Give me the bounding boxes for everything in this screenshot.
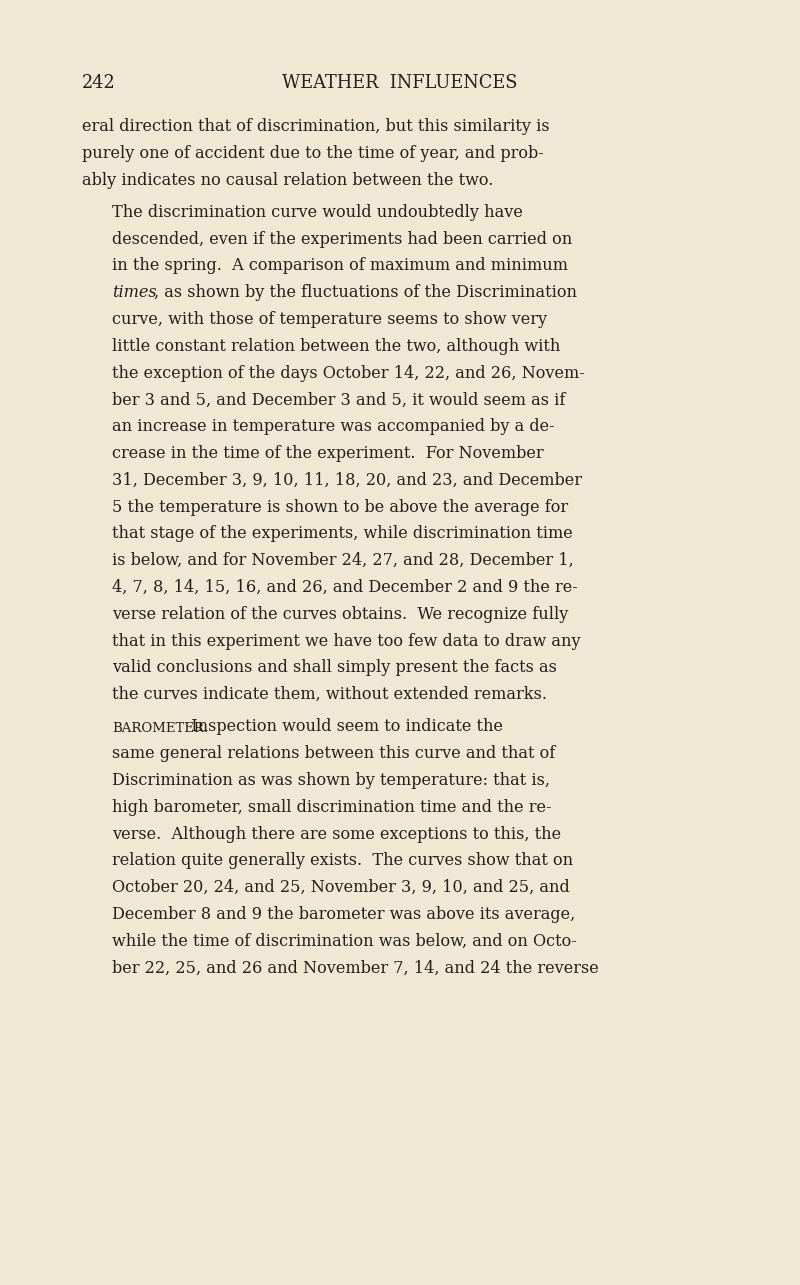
Text: The discrimination curve would undoubtedly have: The discrimination curve would undoubted… (112, 204, 523, 221)
Text: high barometer, small discrimination time and the re-: high barometer, small discrimination tim… (112, 799, 551, 816)
Text: eral direction that of discrimination, but this similarity is: eral direction that of discrimination, b… (82, 118, 550, 135)
Text: in the spring.  A comparison of maximum and minimum: in the spring. A comparison of maximum a… (112, 257, 568, 275)
Text: little constant relation between the two, although with: little constant relation between the two… (112, 338, 560, 355)
Text: , as shown by the fluctuations of the Discrimination: , as shown by the fluctuations of the Di… (154, 284, 577, 301)
Text: 31, December 3, 9, 10, 11, 18, 20, and 23, and December: 31, December 3, 9, 10, 11, 18, 20, and 2… (112, 472, 582, 488)
Text: BAROMETER.: BAROMETER. (112, 722, 208, 735)
Text: an increase in temperature was accompanied by a de-: an increase in temperature was accompani… (112, 418, 554, 436)
Text: that stage of the experiments, while discrimination time: that stage of the experiments, while dis… (112, 526, 573, 542)
Text: verse.  Although there are some exceptions to this, the: verse. Although there are some exception… (112, 825, 561, 843)
Text: purely one of accident due to the time of year, and prob-: purely one of accident due to the time o… (82, 145, 544, 162)
Text: WEATHER  INFLUENCES: WEATHER INFLUENCES (282, 75, 518, 93)
Text: ber 22, 25, and 26 and November 7, 14, and 24 the reverse: ber 22, 25, and 26 and November 7, 14, a… (112, 960, 598, 977)
Text: curve, with those of temperature seems to show very: curve, with those of temperature seems t… (112, 311, 547, 328)
Text: while the time of discrimination was below, and on Octo-: while the time of discrimination was bel… (112, 933, 577, 950)
Text: ably indicates no causal relation between the two.: ably indicates no causal relation betwee… (82, 172, 494, 189)
Text: ber 3 and 5, and December 3 and 5, it would seem as if: ber 3 and 5, and December 3 and 5, it wo… (112, 392, 566, 409)
Text: relation quite generally exists.  The curves show that on: relation quite generally exists. The cur… (112, 852, 573, 870)
Text: Inspection would seem to indicate the: Inspection would seem to indicate the (181, 718, 502, 735)
Text: crease in the time of the experiment.  For November: crease in the time of the experiment. Fo… (112, 445, 544, 463)
Text: 4, 7, 8, 14, 15, 16, and 26, and December 2 and 9 the re-: 4, 7, 8, 14, 15, 16, and 26, and Decembe… (112, 580, 578, 596)
Text: October 20, 24, and 25, November 3, 9, 10, and 25, and: October 20, 24, and 25, November 3, 9, 1… (112, 879, 570, 896)
Text: December 8 and 9 the barometer was above its average,: December 8 and 9 the barometer was above… (112, 906, 575, 923)
Text: 242: 242 (82, 75, 116, 93)
Text: descended, even if the experiments had been carried on: descended, even if the experiments had b… (112, 230, 572, 248)
Text: 5 the temperature is shown to be above the average for: 5 the temperature is shown to be above t… (112, 499, 568, 515)
Text: Discrimination as was shown by temperature: that is,: Discrimination as was shown by temperatu… (112, 772, 550, 789)
Text: times: times (112, 284, 157, 301)
Text: verse relation of the curves obtains.  We recognize fully: verse relation of the curves obtains. We… (112, 605, 568, 623)
Text: the curves indicate them, without extended remarks.: the curves indicate them, without extend… (112, 686, 547, 703)
Text: that in this experiment we have too few data to draw any: that in this experiment we have too few … (112, 632, 581, 649)
Text: the exception of the days October 14, 22, and 26, Novem-: the exception of the days October 14, 22… (112, 365, 585, 382)
Text: is below, and for November 24, 27, and 28, December 1,: is below, and for November 24, 27, and 2… (112, 553, 574, 569)
Text: same general relations between this curve and that of: same general relations between this curv… (112, 745, 555, 762)
Text: valid conclusions and shall simply present the facts as: valid conclusions and shall simply prese… (112, 659, 557, 676)
